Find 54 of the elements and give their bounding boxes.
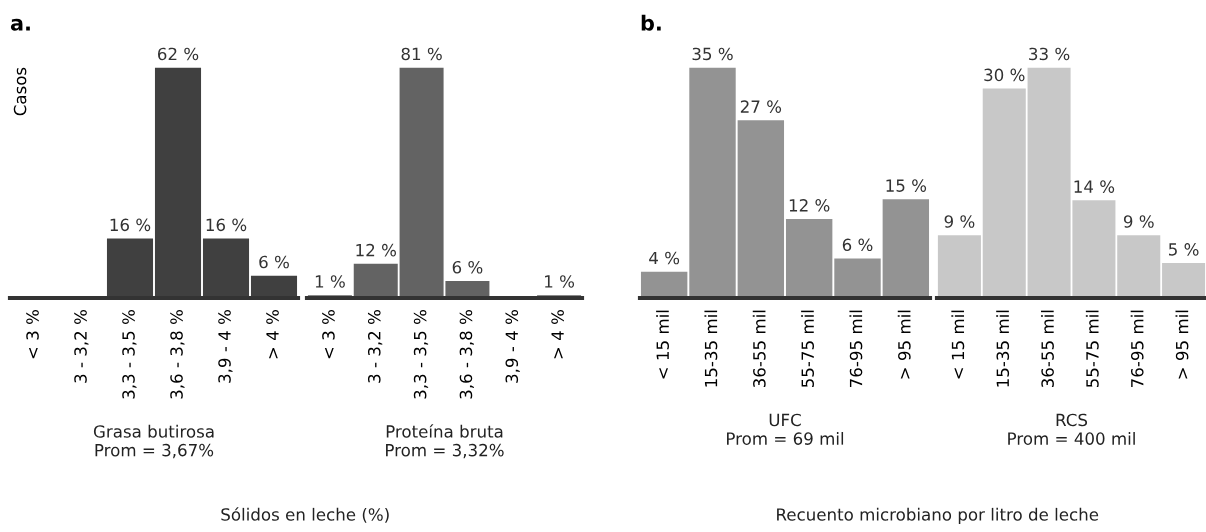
data-label: 27 % [740,100,782,113]
x-tick-label: 3,6 - 3,8 % [170,310,185,399]
text: a. [10,18,30,31]
data-label: 1 % [545,275,575,288]
data-label: 16 % [206,218,247,232]
data-label: 15 % [886,179,927,192]
x-tick-label: > 95 mil [897,310,911,379]
data-label: 12 % [356,243,396,257]
data-label: 1 % [315,275,345,288]
data-label: 12 % [789,199,830,212]
x-tick-label: 15-35 mil [704,310,718,387]
x-tick-label: < 3 % [26,310,39,359]
x-tick-label: 3 - 3,2 % [367,310,383,383]
x-axis-title: RCS Prom = 400 mil [1008,413,1135,445]
x-axis-title: UFC Prom = 69 mil [727,413,844,445]
x-tick-label: 76-95 mil [849,310,863,387]
data-label: 35 % [692,47,733,61]
data-label: 81 % [401,47,442,61]
x-tick-label: < 15 mil [656,310,669,379]
data-label: 62 % [157,47,199,61]
data-label: 5 % [1169,243,1199,256]
data-label: 9 % [944,215,975,228]
x-tick-label: 36-55 mil [752,310,766,388]
text: Recuento microbiano por litro de leche [777,507,1099,524]
x-tick-label: 3,9 - 4 % [505,310,520,383]
x-tick-label: 15-35 mil [996,310,1010,387]
x-tick-label: 3,3 - 3,5 % [413,310,429,399]
x-tick-label: > 4 % [551,310,564,359]
data-label: 6 % [842,238,873,252]
x-axis-title: Grasa butirosa Prom = 3,67% [93,424,214,459]
data-label: 30 % [984,68,1025,82]
x-tick-label: 3,9 - 4 % [218,310,233,383]
text: Sólidos en leche (%) [221,507,389,523]
y-axis-title: Casos [13,67,27,116]
x-tick-label: 3,3 - 3,5 % [122,310,137,399]
data-label: 6 % [452,260,483,274]
data-label: 6 % [259,255,289,269]
x-tick-label: > 95 mil [1175,310,1189,379]
x-tick-label: 55-75 mil [801,310,814,388]
x-tick-label: 36-55 mil [1041,310,1054,388]
x-tick-label: 3 - 3,2 % [74,310,89,383]
data-label: 9 % [1123,215,1154,228]
x-tick-label: < 15 mil [951,310,965,379]
x-axis-title: Proteína bruta Prom = 3,32% [386,424,504,459]
x-tick-label: 3,6 - 3,8 % [459,310,474,399]
data-label: 33 % [1029,47,1070,61]
data-label: 14 % [1074,180,1115,193]
text: b. [641,14,661,31]
x-tick-label: > 4 % [266,310,279,359]
data-label: 4 % [649,251,680,265]
x-tick-label: < 3 % [322,310,335,359]
data-label: 16 % [110,218,151,232]
x-tick-label: 76-95 mil [1130,310,1144,387]
x-tick-label: 55-75 mil [1085,310,1099,388]
